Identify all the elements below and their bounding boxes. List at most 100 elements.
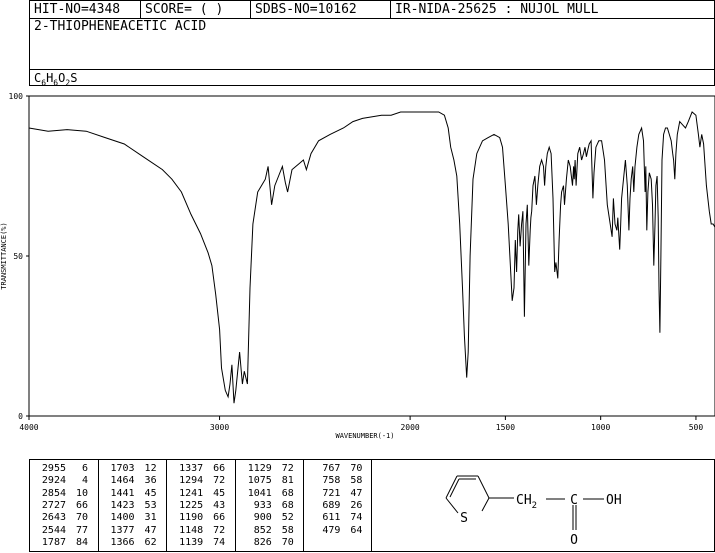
peak-wavenumber: 1241 bbox=[179, 487, 204, 499]
y-tick-label: 100 bbox=[9, 92, 24, 101]
x-axis-ticks: 4000 3000 2000 1500 1000 500 bbox=[19, 416, 703, 432]
peak-row: 1787 84 bbox=[36, 537, 88, 549]
peak-wavenumber: 1075 bbox=[247, 475, 272, 487]
peak-row: 1337 66 bbox=[173, 463, 225, 475]
peak-transmittance: 68 bbox=[281, 499, 294, 511]
peak-wavenumber: 1337 bbox=[179, 463, 204, 474]
peak-transmittance: 72 bbox=[213, 475, 226, 487]
peak-row: 826 70 bbox=[242, 537, 294, 549]
peak-row: 2727 66 bbox=[36, 500, 88, 512]
header-bar: HIT-NO=4348 SCORE= ( ) SDBS-NO=10162 IR-… bbox=[29, 0, 715, 19]
peak-row: 2955 6 bbox=[36, 463, 88, 475]
ir-nida: IR-NIDA-25625 : NUJOL MULL bbox=[395, 2, 599, 17]
peak-transmittance: 68 bbox=[281, 487, 294, 499]
peak-transmittance: 45 bbox=[213, 487, 226, 499]
y-tick-label: 50 bbox=[13, 252, 23, 261]
peak-row: 1139 74 bbox=[173, 537, 225, 549]
peak-wavenumber: 1366 bbox=[110, 536, 135, 548]
peak-transmittance: 58 bbox=[281, 524, 294, 536]
peak-wavenumber: 1377 bbox=[110, 524, 135, 536]
peak-row: 721 47 bbox=[310, 488, 362, 500]
sdbs-no: SDBS-NO=10162 bbox=[251, 1, 391, 19]
score: SCORE= ( ) bbox=[141, 1, 251, 19]
peak-row: 2544 77 bbox=[36, 525, 88, 537]
peak-wavenumber: 758 bbox=[322, 475, 341, 487]
peak-wavenumber: 2643 bbox=[41, 512, 66, 524]
x-tick-label: 500 bbox=[689, 423, 704, 432]
sulfur-atom: S bbox=[460, 511, 468, 526]
hydroxyl-group: OH bbox=[606, 493, 622, 508]
x-tick-label: 4000 bbox=[19, 423, 38, 432]
peak-wavenumber: 1423 bbox=[110, 499, 135, 511]
structure-box: S CH2 C O OH bbox=[371, 459, 715, 552]
thiophene-ring bbox=[445, 475, 604, 530]
peak-wavenumber: 1148 bbox=[179, 524, 204, 536]
structure-diagram: S CH2 C O OH bbox=[445, 475, 622, 548]
peak-wavenumber: 1190 bbox=[179, 512, 204, 524]
ch2-group: CH2 bbox=[516, 493, 537, 511]
molecular-formula: C6H6O2S bbox=[34, 71, 78, 88]
peak-transmittance: 10 bbox=[75, 487, 88, 499]
peak-row: 2643 70 bbox=[36, 512, 88, 524]
peak-wavenumber: 852 bbox=[253, 524, 272, 536]
peak-row: 1464 36 bbox=[105, 475, 157, 487]
peak-row: 2924 4 bbox=[36, 475, 88, 487]
peak-transmittance: 52 bbox=[281, 512, 294, 524]
peak-wavenumber: 826 bbox=[253, 536, 272, 548]
plot-frame bbox=[28, 95, 715, 417]
peak-row: 1423 53 bbox=[105, 500, 157, 512]
peak-row: 1441 45 bbox=[105, 488, 157, 500]
peak-wavenumber: 1129 bbox=[247, 463, 272, 474]
peak-row: 900 52 bbox=[242, 512, 294, 524]
peak-transmittance: 70 bbox=[350, 463, 363, 474]
peak-row: 1041 68 bbox=[242, 488, 294, 500]
peak-transmittance: 31 bbox=[144, 512, 157, 524]
peak-transmittance: 72 bbox=[281, 463, 294, 474]
y-axis-label: TRANSMITTANCE(%) bbox=[0, 222, 8, 289]
peak-wavenumber: 2955 bbox=[41, 463, 66, 474]
peak-row: 689 26 bbox=[310, 500, 362, 512]
peak-wavenumber: 2544 bbox=[41, 524, 66, 536]
peak-transmittance: 4 bbox=[81, 475, 88, 487]
peak-wavenumber: 1441 bbox=[110, 487, 135, 499]
peak-wavenumber: 900 bbox=[253, 512, 272, 524]
peak-row: 1241 45 bbox=[173, 488, 225, 500]
formula-box: C6H6O2S bbox=[29, 69, 715, 87]
peak-wavenumber: 611 bbox=[322, 512, 341, 524]
peak-row: 1148 72 bbox=[173, 525, 225, 537]
peak-wavenumber: 1464 bbox=[110, 475, 135, 487]
x-tick-label: 2000 bbox=[400, 423, 419, 432]
peak-wavenumber: 767 bbox=[322, 463, 341, 474]
peak-row: 1129 72 bbox=[242, 463, 294, 475]
peak-transmittance: 12 bbox=[144, 463, 157, 474]
compound-name: 2-THIOPHENEACETIC ACID bbox=[34, 19, 207, 34]
peak-row: 758 58 bbox=[310, 475, 362, 487]
peak-row: 1225 43 bbox=[173, 500, 225, 512]
x-tick-label: 1000 bbox=[591, 423, 610, 432]
peak-wavenumber: 721 bbox=[322, 487, 341, 499]
peak-row: 1294 72 bbox=[173, 475, 225, 487]
hit-no: HIT-NO=4348 bbox=[30, 1, 141, 19]
peak-row: 1190 66 bbox=[173, 512, 225, 524]
peak-row: 1400 31 bbox=[105, 512, 157, 524]
peak-wavenumber: 1703 bbox=[110, 463, 135, 474]
peak-transmittance: 74 bbox=[213, 536, 226, 548]
y-axis-ticks: 100 50 0 bbox=[9, 92, 29, 421]
peak-transmittance: 53 bbox=[144, 499, 157, 511]
peak-transmittance: 6 bbox=[81, 463, 88, 474]
peak-transmittance: 70 bbox=[75, 512, 88, 524]
peak-transmittance: 26 bbox=[350, 499, 363, 511]
y-tick-label: 0 bbox=[18, 412, 23, 421]
peak-transmittance: 84 bbox=[75, 536, 88, 548]
peak-column: 1703 12 1464 36 1441 45 1423 53 1400 31 1377 47 1366… bbox=[99, 460, 168, 552]
peak-transmittance: 66 bbox=[213, 512, 226, 524]
peak-wavenumber: 479 bbox=[322, 524, 341, 536]
peak-wavenumber: 1139 bbox=[179, 536, 204, 548]
peak-row: 479 64 bbox=[310, 525, 362, 537]
peak-row: 611 74 bbox=[310, 512, 362, 524]
peak-wavenumber: 689 bbox=[322, 499, 341, 511]
peak-wavenumber: 2924 bbox=[41, 475, 66, 487]
peak-transmittance: 64 bbox=[350, 524, 363, 536]
x-tick-label: 3000 bbox=[210, 423, 229, 432]
